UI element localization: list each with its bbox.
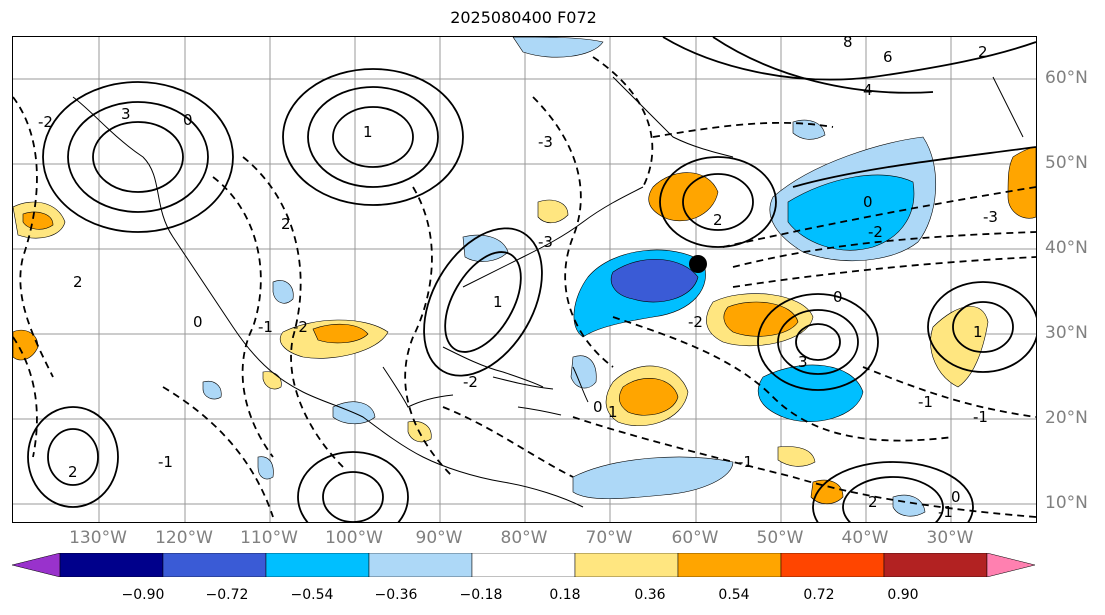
contour-label: 1 — [493, 293, 503, 311]
contour-lines — [27, 37, 1036, 522]
map-svg: 3 0 1 2 -1 -2 -3 6 8 4 2 0 -2 -1 3 -3 1 … — [13, 37, 1036, 522]
colorbar-tick: 0.18 — [549, 587, 581, 603]
dashed-contours — [13, 56, 1036, 518]
lon-label: 40°W — [841, 528, 889, 548]
colorbar-segment — [471, 553, 576, 577]
contour-label: -1 — [738, 453, 753, 471]
colorbar-tick: 0.36 — [634, 587, 666, 603]
graticule — [13, 37, 1036, 522]
colorbar-extend-high — [986, 553, 1035, 577]
contour-label: 2 — [73, 273, 83, 291]
lon-label: 130°W — [69, 528, 127, 548]
coastlines — [72, 76, 1024, 508]
contour-label: -2 — [293, 318, 308, 336]
contour-label: 0 — [593, 398, 603, 416]
location-marker — [689, 255, 707, 273]
colorbar-tick: 0.72 — [803, 587, 835, 603]
colorbar-segment — [368, 553, 473, 577]
contour-label: 1 — [973, 323, 983, 341]
contour-label: -2 — [868, 223, 883, 241]
lon-label: 60°W — [671, 528, 719, 548]
colorbar-tick: −0.36 — [374, 587, 418, 603]
contour-label: 2 — [868, 493, 878, 511]
lon-label: 50°W — [756, 528, 804, 548]
colorbar-tick: −0.72 — [205, 587, 249, 603]
colorbar-tick: 0.54 — [718, 587, 750, 603]
colorbar-segment — [677, 553, 782, 577]
lon-label: 90°W — [415, 528, 463, 548]
map-panel: 3 0 1 2 -1 -2 -3 6 8 4 2 0 -2 -1 3 -3 1 … — [12, 36, 1037, 523]
contour-label: -3 — [983, 208, 998, 226]
colorbar-segment — [574, 553, 679, 577]
contour-label: 4 — [863, 81, 873, 99]
contour-label: 8 — [843, 37, 853, 51]
map-title: 2025080400 F072 — [450, 8, 597, 27]
contour-label: -2 — [688, 313, 703, 331]
contour-label: -1 — [258, 318, 273, 336]
contour-label: 3 — [798, 353, 808, 371]
contour-label: -1 — [158, 453, 173, 471]
shaded-anomalies — [13, 37, 1036, 517]
lat-label: 30°N — [1045, 323, 1088, 343]
lon-label: 110°W — [240, 528, 298, 548]
colorbar-segment — [883, 553, 988, 577]
contour-label: 6 — [883, 48, 893, 66]
lat-label: 50°N — [1045, 153, 1088, 173]
contour-label: 0 — [833, 288, 843, 306]
contour-label: -2 — [38, 113, 53, 131]
lat-label: 40°N — [1045, 238, 1088, 258]
lon-label: 120°W — [155, 528, 213, 548]
lat-label: 60°N — [1045, 68, 1088, 88]
contour-label: 0 — [951, 488, 961, 506]
colorbar-tick: −0.18 — [459, 587, 503, 603]
contour-label: -2 — [463, 373, 478, 391]
contour-label: 3 — [121, 105, 131, 123]
colorbar-segment — [162, 553, 267, 577]
contour-label: -3 — [538, 133, 553, 151]
contour-label: 0 — [183, 111, 193, 129]
colorbar — [12, 553, 1035, 577]
contour-label: -3 — [538, 233, 553, 251]
contour-label: -1 — [973, 408, 988, 426]
contour-label: 1 — [363, 123, 373, 141]
contour-label: 0 — [193, 313, 203, 331]
contour-label: -1 — [918, 393, 933, 411]
contour-label: 2 — [713, 211, 723, 229]
lon-label: 30°W — [926, 528, 974, 548]
lon-label: 70°W — [585, 528, 633, 548]
contour-label: -1 — [938, 503, 953, 521]
colorbar-segment — [59, 553, 164, 577]
lon-label: 80°W — [500, 528, 548, 548]
lon-label: 100°W — [325, 528, 383, 548]
contour-label: 2 — [68, 463, 78, 481]
colorbar-segment — [265, 553, 370, 577]
lat-label: 20°N — [1045, 408, 1088, 428]
colorbar-segment — [780, 553, 885, 577]
contour-label: 2 — [978, 43, 988, 61]
contour-label: 0 — [863, 193, 873, 211]
colorbar-tick: −0.90 — [121, 587, 165, 603]
colorbar-extend-low — [12, 553, 61, 577]
contour-label: 2 — [281, 215, 291, 233]
colorbar-tick: 0.90 — [887, 587, 919, 603]
lat-label: 10°N — [1045, 493, 1088, 513]
colorbar-tick: −0.54 — [290, 587, 334, 603]
contour-labels: 3 0 1 2 -1 -2 -3 6 8 4 2 0 -2 -1 3 -3 1 … — [38, 37, 998, 521]
contour-label: 1 — [608, 403, 618, 421]
